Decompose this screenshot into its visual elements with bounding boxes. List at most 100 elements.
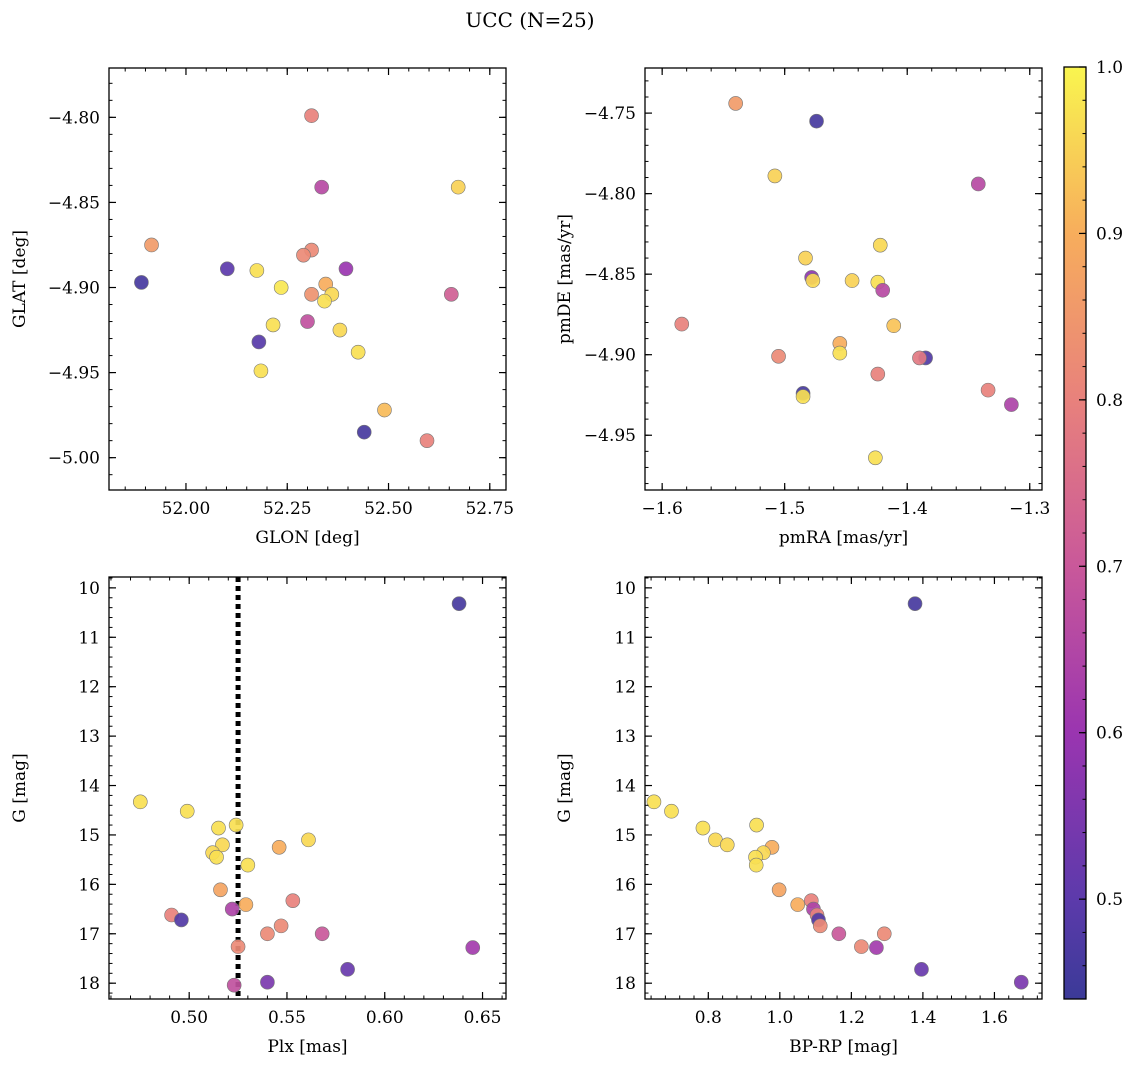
y-tick-label: 18 (78, 974, 100, 994)
scatter-point (970, 176, 986, 192)
scatter-point (265, 317, 281, 333)
y-tick-label: −5.00 (48, 449, 100, 469)
scatter-point (314, 179, 329, 195)
colorbar-gradient (1064, 67, 1086, 999)
y-tick-label: 14 (614, 777, 636, 797)
scatter-points (646, 596, 1029, 990)
scatter-point (872, 237, 888, 253)
y-tick-label: 15 (78, 826, 100, 846)
x-tick-label: 0.50 (170, 1008, 208, 1028)
scatter-point (144, 237, 159, 253)
scatter-point (805, 273, 821, 288)
colorbar: 0.5 0.6 0.7 0.8 0.9 1.0 (1063, 58, 1123, 1000)
scatter-point (238, 897, 254, 912)
colorbar-tick-label: 0.7 (1096, 557, 1123, 577)
scatter-point (271, 839, 287, 855)
scatter-point (377, 402, 392, 418)
y-tick-label: 13 (78, 727, 100, 747)
y-axis-label: GLAT [deg] (10, 230, 30, 328)
scatter-point (215, 837, 230, 853)
y-tick-label: 14 (78, 777, 100, 797)
y-tick-label: 16 (614, 875, 636, 895)
scatter-point (260, 926, 275, 942)
panel-sky-position: 52.00 52.25 52.50 52.75 −5.00 −4.95 −4.90 −4.85… (10, 67, 514, 548)
scatter-point (812, 918, 828, 934)
scatter-point (795, 389, 811, 404)
scatter-point (719, 837, 735, 853)
y-tick-label: −4.75 (584, 104, 636, 124)
scatter-point (224, 901, 240, 917)
scatter-point (450, 179, 466, 195)
panel-parallax-magnitude: 0.50 0.55 0.60 0.65 10 11 12 13 14 15 16 17 18 Plx [m… (10, 576, 507, 1057)
x-tick-label: −1.5 (764, 499, 805, 519)
y-axis-label: G [mag] (555, 753, 575, 822)
scatter-point (728, 96, 743, 111)
x-tick-label: 52.25 (263, 499, 312, 519)
scatter-point (317, 293, 332, 309)
y-tick-label: −4.85 (584, 265, 636, 285)
scatter-point (912, 350, 927, 366)
scatter-point (695, 820, 711, 836)
panel-color-magnitude: 0.8 1.0 1.2 1.4 1.6 10 11 12 13 14 15 16 17 18 BP-RP [… (555, 576, 1043, 1057)
x-tick-label: 0.65 (464, 1008, 502, 1028)
scatter-point (451, 596, 467, 611)
x-tick-label: 0.60 (366, 1008, 404, 1028)
scatter-point (213, 882, 228, 898)
scatter-point (300, 314, 315, 329)
axes-frame (108, 67, 507, 491)
scatter-point (273, 918, 289, 934)
x-axis-label: Plx [mas] (267, 1037, 347, 1057)
scatter-point (748, 857, 764, 873)
scatter-point (230, 939, 246, 954)
y-tick-label: −4.80 (48, 108, 100, 128)
scatter-point (664, 803, 679, 819)
scatter-points (674, 96, 1019, 466)
scatter-point (228, 817, 244, 833)
scatter-points (132, 596, 481, 993)
axes-frame (644, 576, 1043, 1000)
y-tick-label: 12 (78, 678, 100, 698)
y-tick-label: 16 (78, 875, 100, 895)
scatter-point (174, 912, 189, 928)
colorbar-tick-label: 0.9 (1096, 224, 1123, 244)
scatter-point (240, 857, 256, 873)
scatter-points (134, 108, 466, 448)
scatter-point (304, 287, 319, 302)
x-tick-label: 52.00 (162, 499, 211, 519)
panel-proper-motion: −1.6 −1.5 −1.4 −1.3 −4.95 −4.90 −4.85 −4.80 −4.7… (555, 67, 1050, 548)
scatter-point (809, 113, 824, 129)
y-tick-label: 15 (614, 826, 636, 846)
scatter-point (868, 450, 883, 466)
scatter-point (251, 334, 267, 350)
scatter-point (1004, 397, 1019, 412)
y-tick-label: −4.90 (584, 346, 636, 366)
scatter-point (285, 893, 301, 908)
x-axis-label: pmRA [mas/yr] (779, 528, 908, 548)
scatter-point (465, 940, 481, 955)
x-tick-label: 1.0 (766, 1008, 793, 1028)
axes-frame (108, 576, 507, 1000)
scatter-point (875, 282, 891, 298)
scatter-point (338, 261, 354, 277)
scatter-point (907, 596, 923, 611)
x-axis-label: GLON [deg] (255, 528, 359, 548)
y-tick-label: 10 (78, 579, 100, 599)
figure-title: UCC (N=25) (465, 8, 594, 32)
scatter-point (749, 817, 764, 833)
y-tick-label: −4.95 (48, 364, 100, 384)
x-tick-label: −1.3 (1009, 499, 1050, 519)
x-tick-label: −1.6 (642, 499, 683, 519)
scatter-point (356, 424, 372, 440)
y-axis-label: G [mag] (10, 753, 30, 822)
scatter-point (301, 832, 316, 848)
scatter-point (314, 926, 330, 942)
x-tick-label: 52.50 (364, 499, 413, 519)
y-tick-label: 12 (614, 678, 636, 698)
scatter-point (790, 897, 806, 912)
y-tick-label: 11 (78, 628, 100, 648)
x-tick-label: −1.4 (887, 499, 928, 519)
y-tick-label: −4.85 (48, 193, 100, 213)
scatter-point (260, 974, 275, 990)
scatter-point (771, 349, 786, 364)
y-tick-label: 17 (78, 925, 100, 945)
